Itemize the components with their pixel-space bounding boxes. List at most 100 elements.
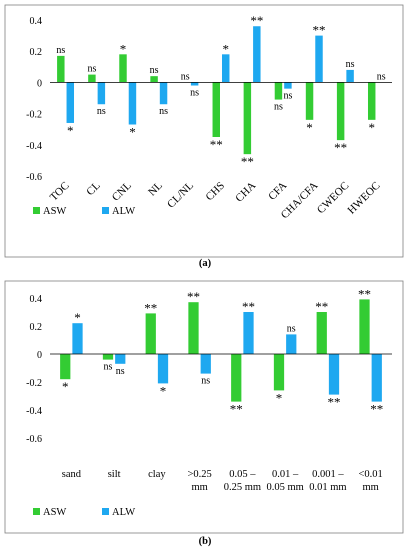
significance-label: * — [67, 123, 74, 138]
significance-label: * — [222, 41, 229, 56]
x-tick-label: CWEOC — [315, 180, 352, 217]
bar-asw — [273, 354, 285, 391]
legend: ASW ALW — [33, 507, 135, 518]
x-tick-label: CNL — [110, 179, 134, 203]
significance-label: ns — [104, 362, 113, 373]
significance-label: ns — [181, 71, 190, 82]
y-tick-label: -0.2 — [26, 110, 42, 121]
x-tick-label-line: sand — [62, 469, 82, 480]
panel-b-chart: -0.6-0.4-0.200.20.4*ns************ns*ns*… — [4, 280, 404, 547]
legend-label-alw: ALW — [112, 206, 135, 217]
bar-alw — [66, 82, 75, 123]
y-tick-label: 0 — [37, 350, 42, 361]
legend: ASW ALW — [33, 206, 135, 217]
x-tick-label-line: mm — [362, 482, 378, 493]
y-tick-label: 0 — [37, 78, 42, 89]
y-tick-label: 0.4 — [30, 16, 43, 27]
significance-label: ** — [144, 300, 157, 315]
x-tick-label-line: 0.05 mm — [266, 482, 303, 493]
bar-alw — [286, 334, 297, 354]
significance-label: ns — [56, 45, 65, 56]
bar-alw — [157, 354, 169, 384]
legend-swatch-alw — [102, 207, 109, 214]
legend-swatch-asw — [33, 207, 40, 214]
significance-label: ** — [370, 402, 383, 417]
bar-alw — [72, 323, 83, 354]
significance-label: ** — [315, 299, 328, 314]
x-tick-label: CHS — [203, 180, 227, 204]
bar-asw — [212, 82, 220, 137]
x-tick-label-line: <0.01 — [358, 469, 382, 480]
panel-label: (b) — [199, 536, 212, 547]
significance-label: ns — [150, 65, 159, 76]
bar-asw — [336, 82, 345, 141]
significance-label: ns — [346, 59, 355, 70]
x-tick-label-line: 0.01 mm — [309, 482, 346, 493]
significance-label: * — [62, 379, 69, 394]
significance-label: ** — [250, 13, 263, 28]
bar-asw — [231, 354, 242, 402]
bar-asw — [57, 55, 65, 83]
x-tick-label: >0.25 mm — [187, 469, 211, 493]
x-tick-label: silt — [108, 469, 121, 480]
y-tick-label: -0.6 — [26, 172, 42, 183]
x-tick-label-line: 0.05 – — [229, 469, 256, 480]
x-tick-label-line: mm — [191, 482, 207, 493]
bar-alw — [253, 26, 261, 83]
bar-asw — [305, 82, 314, 120]
significance-label: ns — [87, 64, 96, 75]
bar-alw — [328, 354, 340, 395]
bar-alw — [346, 69, 354, 83]
bar-alw — [128, 82, 137, 125]
significance-label: * — [129, 125, 136, 140]
significance-label: ns — [287, 323, 296, 334]
x-tick-label-line: 0.001 – — [312, 469, 344, 480]
x-tick-label: sand — [62, 469, 82, 480]
bar-alw — [190, 82, 199, 86]
significance-label: ns — [159, 106, 168, 117]
significance-label: ** — [210, 137, 223, 152]
x-tick-label: 0.001 – 0.01 mm — [309, 469, 346, 493]
x-tick-label: <0.01 mm — [358, 469, 382, 493]
legend-label-alw: ALW — [112, 507, 135, 518]
significance-label: ** — [187, 289, 200, 304]
bar-asw — [119, 54, 127, 83]
bar-asw — [274, 82, 283, 100]
significance-label: * — [368, 120, 375, 135]
bar-asw — [367, 82, 376, 120]
x-tick-label: CHA — [233, 180, 258, 205]
x-tick-label: HWEOC — [346, 180, 383, 217]
significance-label: ** — [328, 395, 341, 410]
x-tick-label-line: silt — [108, 469, 121, 480]
x-tick-label: NL — [146, 179, 165, 198]
panel-a-chart: -0.6-0.4-0.200.20.4nsns*nsns****ns*****n… — [4, 4, 404, 269]
x-tick-label: CFA — [266, 180, 289, 203]
bar-alw — [284, 82, 292, 89]
y-tick-label: 0.2 — [30, 322, 43, 333]
y-tick-label: -0.2 — [26, 378, 42, 389]
x-tick-label: clay — [148, 469, 166, 480]
x-tick-label: 0.01 – 0.05 mm — [266, 469, 303, 493]
bar-alw — [243, 312, 254, 354]
bar-alw — [159, 82, 168, 105]
significance-label: ns — [377, 71, 386, 82]
x-tick-label-line: 0.01 – — [272, 469, 299, 480]
bar-alw — [315, 35, 323, 83]
bar-alw — [115, 354, 126, 364]
x-tick-label: CL — [84, 179, 103, 198]
bar-asw — [60, 354, 71, 380]
legend-swatch-alw — [102, 508, 109, 515]
significance-label: * — [120, 41, 127, 56]
significance-label: * — [276, 390, 283, 405]
significance-label: ** — [230, 402, 243, 417]
significance-label: ns — [116, 366, 125, 377]
x-tick-label-line: 0.25 mm — [224, 482, 261, 493]
x-tick-label: CL/NL — [165, 179, 196, 210]
x-tick-label: TOC — [48, 180, 72, 204]
y-tick-label: -0.4 — [26, 141, 42, 152]
significance-label: ns — [97, 106, 106, 117]
bar-asw — [359, 299, 370, 354]
bar-asw — [243, 82, 252, 155]
bar-alw — [371, 354, 382, 402]
